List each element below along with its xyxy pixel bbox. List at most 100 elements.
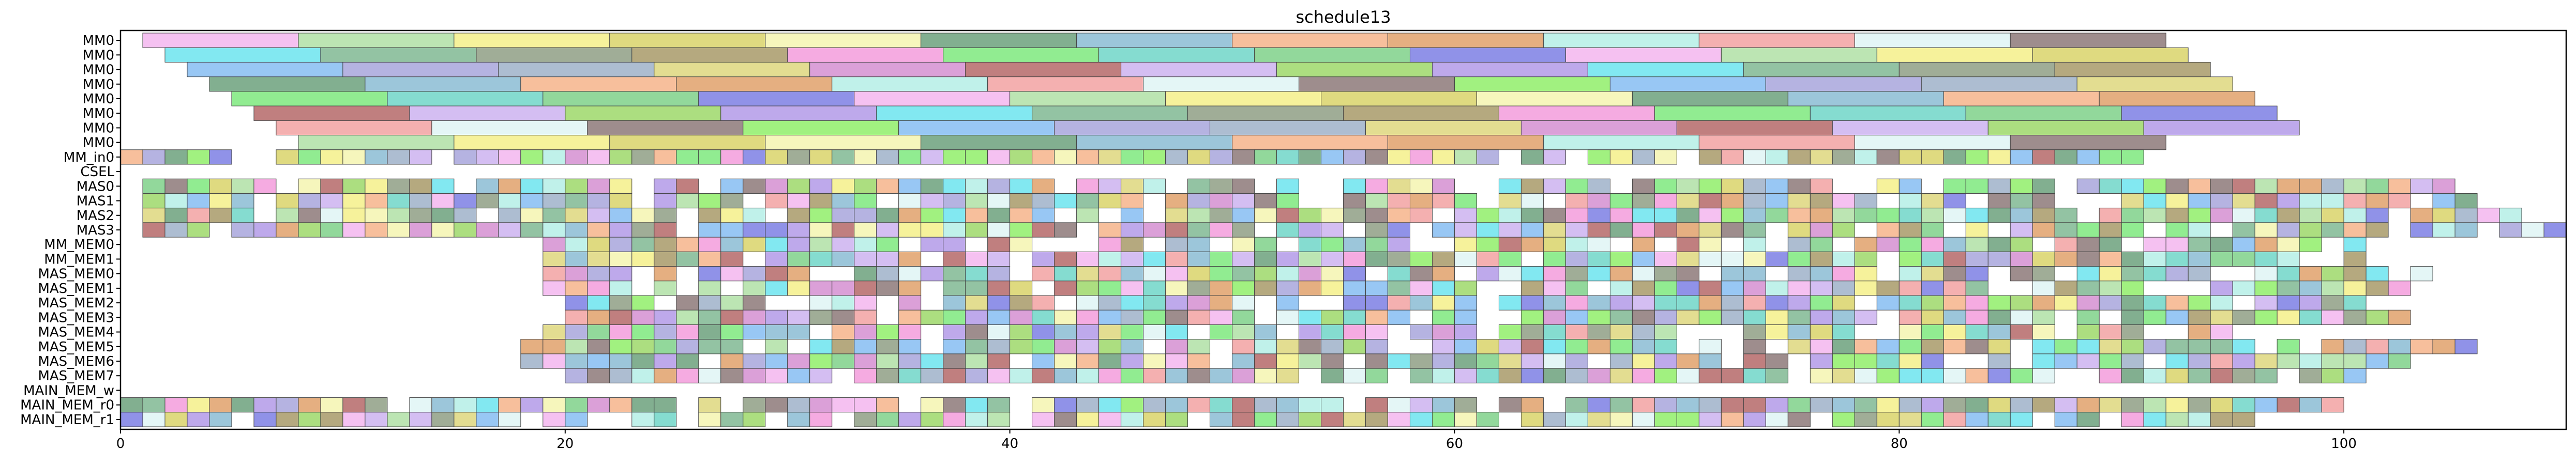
schedule-bar — [943, 295, 966, 311]
schedule-bar — [787, 237, 810, 252]
schedule-bar — [1454, 295, 1477, 311]
schedule-bar — [1032, 309, 1055, 325]
schedule-bar — [898, 324, 922, 340]
x-tick-label: 20 — [556, 436, 574, 452]
schedule-bar — [654, 237, 677, 252]
schedule-bar — [1321, 237, 1344, 252]
schedule-bar — [1165, 324, 1188, 340]
schedule-bar — [454, 412, 477, 427]
schedule-bar — [1698, 237, 1722, 252]
schedule-bar — [298, 222, 321, 238]
schedule-bar — [2254, 208, 2278, 223]
schedule-bar — [1854, 368, 1877, 383]
schedule-bar — [1054, 251, 1077, 267]
schedule-bar — [1276, 61, 1433, 78]
schedule-bar — [1321, 412, 1344, 427]
schedule-bar — [1187, 266, 1211, 282]
schedule-bar — [1921, 339, 1944, 354]
schedule-bar — [654, 412, 677, 427]
schedule-bar — [1698, 178, 1722, 194]
schedule-bar — [1876, 281, 1900, 296]
schedule-bar — [2254, 295, 2278, 311]
schedule-bar — [1076, 266, 1099, 282]
schedule-bar — [765, 397, 788, 413]
schedule-bar — [965, 368, 988, 383]
schedule-bar — [2299, 295, 2322, 311]
schedule-bar — [1143, 149, 1166, 165]
schedule-bar — [1121, 149, 1144, 165]
schedule-bar — [1432, 251, 1455, 267]
schedule-bar — [587, 178, 610, 194]
schedule-bar — [2054, 208, 2077, 223]
schedule-bar — [2121, 281, 2144, 296]
schedule-bar — [2121, 309, 2144, 325]
schedule-bar — [164, 47, 321, 63]
schedule-bar — [2188, 295, 2211, 311]
schedule-bar — [1276, 193, 1300, 209]
schedule-bar — [387, 91, 544, 106]
schedule-bar — [2410, 208, 2433, 223]
schedule-bar — [2454, 193, 2478, 209]
schedule-bar — [965, 149, 988, 165]
schedule-bar — [1520, 412, 1544, 427]
schedule-bar — [1832, 324, 1855, 340]
schedule-bar — [2121, 353, 2144, 369]
schedule-bar — [1743, 222, 1766, 238]
schedule-bar — [587, 339, 610, 354]
schedule-bar — [565, 339, 588, 354]
y-tick-label: MAS_MEM2 — [38, 296, 114, 311]
schedule-bar — [1121, 208, 1144, 223]
schedule-bar — [476, 222, 499, 238]
schedule-bar — [1810, 222, 1833, 238]
schedule-bar — [1609, 309, 1633, 325]
schedule-bar — [987, 178, 1011, 194]
schedule-bar — [965, 61, 1122, 78]
schedule-bar — [1454, 251, 1477, 267]
schedule-bar — [1787, 251, 1811, 267]
schedule-bar — [1787, 208, 1811, 223]
schedule-bar — [921, 33, 1077, 48]
schedule-bar — [2143, 208, 2166, 223]
schedule-bar — [1365, 412, 1388, 427]
schedule-bar — [1143, 397, 1166, 413]
schedule-bar — [1432, 324, 1455, 340]
schedule-bar — [876, 178, 899, 194]
schedule-bar — [943, 339, 966, 354]
schedule-bar — [1698, 309, 1722, 325]
schedule-bar — [1987, 193, 2011, 209]
schedule-bar — [1676, 237, 1699, 252]
schedule-bar — [2165, 339, 2189, 354]
schedule-bar — [1098, 397, 1122, 413]
schedule-bar — [1210, 178, 1233, 194]
schedule-bar — [743, 412, 766, 427]
schedule-bar — [2121, 339, 2144, 354]
schedule-bar — [743, 178, 766, 194]
schedule-bar — [1921, 324, 1944, 340]
schedule-bar — [1098, 251, 1122, 267]
schedule-bar — [1032, 353, 1055, 369]
schedule-bar — [1010, 178, 1033, 194]
schedule-bar — [1165, 353, 1188, 369]
schedule-bar — [676, 324, 699, 340]
schedule-bar — [876, 281, 899, 296]
schedule-bar — [1676, 309, 1699, 325]
schedule-bar — [2299, 397, 2322, 413]
schedule-bar — [2165, 295, 2189, 311]
schedule-bar — [898, 295, 922, 311]
schedule-bar — [609, 237, 632, 252]
schedule-bar — [1454, 412, 1477, 427]
schedule-bar — [164, 193, 188, 209]
schedule-bar — [1299, 412, 1322, 427]
schedule-bar — [1943, 193, 1966, 209]
schedule-bar — [1121, 61, 1277, 78]
schedule-bar — [498, 61, 655, 78]
schedule-bar — [1743, 368, 1766, 383]
schedule-bar — [1032, 266, 1055, 282]
schedule-bar — [720, 324, 744, 340]
schedule-bar — [431, 222, 455, 238]
schedule-bar — [609, 251, 632, 267]
schedule-bar — [631, 237, 655, 252]
schedule-bar — [1743, 266, 1766, 282]
schedule-bar — [809, 193, 833, 209]
schedule-bar — [454, 33, 610, 48]
